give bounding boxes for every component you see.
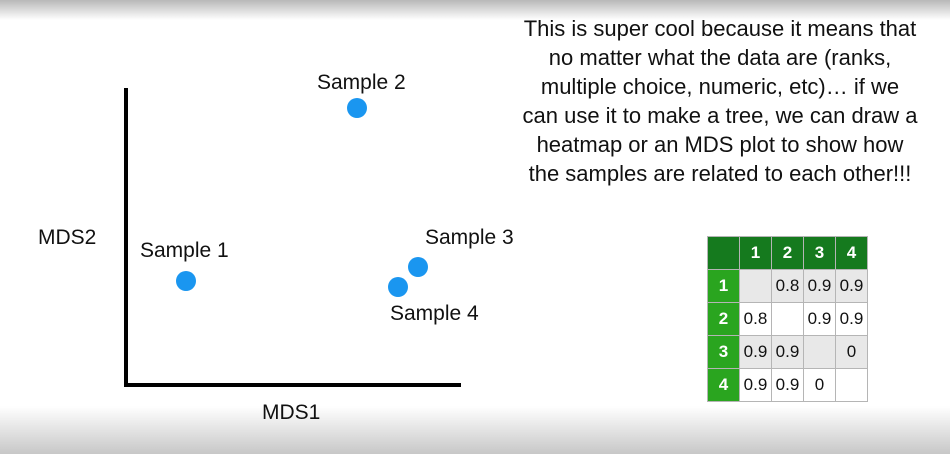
sample-2-label: Sample 2 [317, 71, 406, 94]
column-header: 1 [739, 236, 772, 270]
table-cell [803, 335, 836, 369]
table-row: 4 0.9 0.9 0 [707, 368, 868, 402]
explanation-line: can use it to make a tree, we can draw a [522, 103, 918, 128]
column-header: 2 [771, 236, 804, 270]
sample-2-point [347, 98, 367, 118]
table-cell: 0.8 [739, 302, 772, 336]
row-header: 2 [707, 302, 740, 336]
explanation-text: This is super cool because it means that… [494, 14, 946, 188]
sample-1-label: Sample 1 [140, 239, 229, 262]
table-cell: 0.9 [771, 368, 804, 402]
table-row: 3 0.9 0.9 0 [707, 335, 868, 369]
y-axis-line [124, 88, 128, 387]
explanation-line: This is super cool because it means that [523, 16, 917, 41]
table-cell [835, 368, 868, 402]
sample-1-point [176, 271, 196, 291]
row-header: 4 [707, 368, 740, 402]
column-header: 4 [835, 236, 868, 270]
sample-3-label: Sample 3 [425, 226, 514, 249]
sample-4-point [388, 277, 408, 297]
table-cell: 0.9 [835, 269, 868, 303]
distance-table: 1 2 3 4 1 0.8 0.9 0.9 2 0.8 0.9 0.9 3 0.… [707, 236, 868, 402]
table-cell: 0.9 [835, 302, 868, 336]
x-axis-label: MDS1 [262, 401, 321, 424]
table-cell: 0.8 [771, 269, 804, 303]
table-cell: 0 [803, 368, 836, 402]
explanation-line: multiple choice, numeric, etc)… if we [540, 74, 900, 99]
row-header: 3 [707, 335, 740, 369]
column-header: 3 [803, 236, 836, 270]
explanation-line: the samples are related to each other!!! [528, 161, 912, 186]
table-row: 1 0.8 0.9 0.9 [707, 269, 868, 303]
table-cell: 0.9 [739, 335, 772, 369]
y-axis-label: MDS2 [38, 226, 97, 249]
table-cell: 0 [835, 335, 868, 369]
table-cell: 0.9 [803, 302, 836, 336]
table-cell [739, 269, 772, 303]
top-shadow [0, 0, 950, 20]
row-header: 1 [707, 269, 740, 303]
table-cell: 0.9 [739, 368, 772, 402]
explanation-line: no matter what the data are (ranks, [548, 45, 892, 70]
explanation-line: heatmap or an MDS plot to show how [536, 132, 904, 157]
table-cell: 0.9 [803, 269, 836, 303]
table-cell [771, 302, 804, 336]
table-row: 2 0.8 0.9 0.9 [707, 302, 868, 336]
bottom-shadow [0, 406, 950, 454]
x-axis-line [124, 383, 461, 387]
sample-4-label: Sample 4 [390, 302, 479, 325]
table-cell: 0.9 [771, 335, 804, 369]
table-header-row: 1 2 3 4 [707, 236, 868, 270]
table-corner-cell [707, 236, 740, 270]
sample-3-point [408, 257, 428, 277]
